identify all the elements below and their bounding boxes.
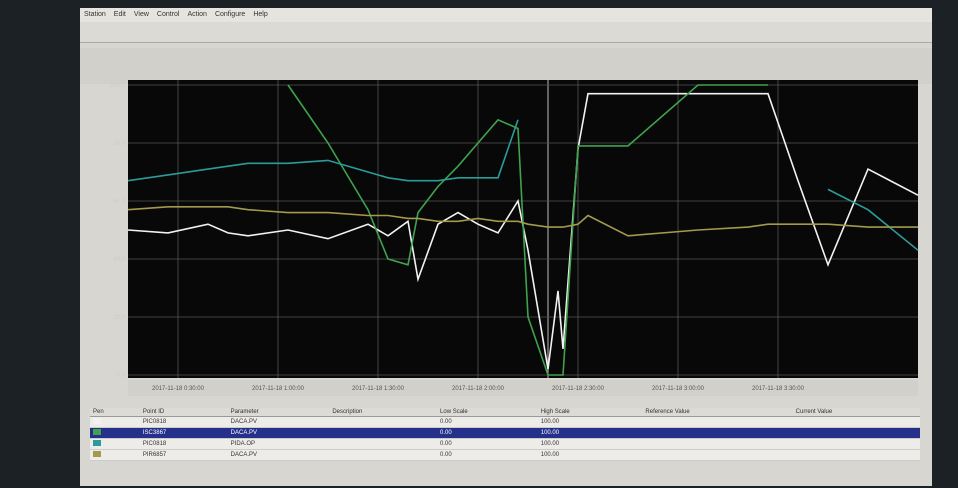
menu-item[interactable]: Help bbox=[253, 11, 268, 18]
point-id: PIC0818 bbox=[139, 416, 228, 428]
pen-row[interactable]: PIR6857 DACA.PV 0.00 100.00 bbox=[90, 449, 920, 461]
current-value bbox=[792, 427, 920, 439]
point-id: PIR6857 bbox=[139, 449, 228, 461]
column-header: Parameter bbox=[227, 408, 330, 417]
y-tick-label: 0.0 bbox=[117, 373, 126, 379]
high-scale: 100.00 bbox=[537, 416, 643, 428]
y-tick-label: 80.0 bbox=[113, 141, 125, 147]
column-header: Description bbox=[329, 408, 438, 417]
pen-swatch bbox=[93, 418, 101, 424]
parameter: DACA.PV bbox=[227, 449, 330, 461]
trend-line bbox=[287, 84, 768, 376]
x-tick-label: 2017-11-18 2:00:00 bbox=[452, 386, 505, 392]
current-value bbox=[792, 449, 920, 461]
column-header: High Scale bbox=[537, 408, 643, 417]
menu-item[interactable]: Action bbox=[187, 11, 207, 18]
column-header: Current Value bbox=[792, 408, 920, 417]
toolbar bbox=[80, 22, 932, 43]
y-tick-label: 40.0 bbox=[113, 257, 125, 263]
x-axis-band bbox=[128, 380, 918, 396]
menu-item[interactable]: Edit bbox=[113, 11, 126, 18]
reference-value bbox=[642, 449, 793, 461]
column-header: Point ID bbox=[139, 408, 228, 417]
menu-item[interactable]: Station bbox=[84, 11, 106, 18]
parameter: DACA.PV bbox=[227, 427, 330, 439]
pen-swatch bbox=[93, 451, 101, 457]
point-id: PIC0818 bbox=[139, 438, 228, 450]
current-value bbox=[792, 416, 920, 428]
high-scale: 100.00 bbox=[537, 427, 643, 439]
reference-value bbox=[642, 438, 793, 450]
reference-value bbox=[642, 427, 793, 439]
y-tick-label: 100.0 bbox=[110, 83, 126, 89]
pen-swatch bbox=[93, 429, 101, 435]
low-scale: 0.00 bbox=[437, 449, 538, 461]
column-header: Pen bbox=[90, 408, 140, 417]
trend-line bbox=[127, 92, 919, 370]
column-header: Reference Value bbox=[642, 408, 793, 417]
parameter: PIDA.OP bbox=[227, 438, 330, 450]
trend-line bbox=[127, 119, 919, 251]
x-tick-label: 2017-11-18 2:30:00 bbox=[552, 386, 605, 392]
low-scale: 0.00 bbox=[437, 438, 538, 450]
high-scale: 100.00 bbox=[537, 438, 643, 450]
pen-table: Pen Point ID Parameter Description Low Scale… bbox=[90, 408, 920, 461]
description bbox=[329, 449, 438, 461]
pen-row[interactable]: ISC3867 DACA.PV 0.00 100.00 bbox=[90, 427, 920, 439]
high-scale: 100.00 bbox=[537, 449, 643, 461]
x-tick-label: 2017-11-18 1:30:00 bbox=[352, 386, 405, 392]
x-tick-label: 2017-11-18 3:30:00 bbox=[752, 386, 805, 392]
low-scale: 0.00 bbox=[437, 416, 538, 428]
pen-row[interactable]: PIC0818 PIDA.OP 0.00 100.00 bbox=[90, 438, 920, 450]
column-header: Low Scale bbox=[437, 408, 538, 417]
x-tick-label: 2017-11-18 0:30:00 bbox=[152, 386, 205, 392]
parameter: DACA.PV bbox=[227, 416, 330, 428]
trend-settings bbox=[80, 48, 932, 84]
description bbox=[329, 427, 438, 439]
menu-item[interactable]: Configure bbox=[214, 11, 246, 18]
pen-cell bbox=[90, 427, 140, 439]
x-tick-label: 2017-11-18 3:00:00 bbox=[652, 386, 705, 392]
pen-cell bbox=[90, 416, 140, 428]
menu-item[interactable]: View bbox=[133, 11, 149, 18]
current-value bbox=[792, 438, 920, 450]
pen-row[interactable]: PIC0818 DACA.PV 0.00 100.00 bbox=[90, 416, 920, 428]
trend-line bbox=[127, 206, 918, 237]
y-tick-label: 20.0 bbox=[113, 315, 125, 321]
description bbox=[329, 416, 438, 428]
y-tick-label: 60.0 bbox=[113, 199, 125, 205]
pen-cell bbox=[90, 449, 140, 461]
menu-item[interactable]: Control bbox=[156, 11, 180, 18]
x-tick-label: 2017-11-18 1:00:00 bbox=[252, 386, 305, 392]
description bbox=[329, 438, 438, 450]
menu-bar: Station Edit View Control Action Configure Hel… bbox=[80, 8, 932, 22]
low-scale: 0.00 bbox=[437, 427, 538, 439]
point-id: ISC3867 bbox=[139, 427, 228, 439]
reference-value bbox=[642, 416, 793, 428]
pen-swatch bbox=[93, 440, 101, 446]
pen-cell bbox=[90, 438, 140, 450]
